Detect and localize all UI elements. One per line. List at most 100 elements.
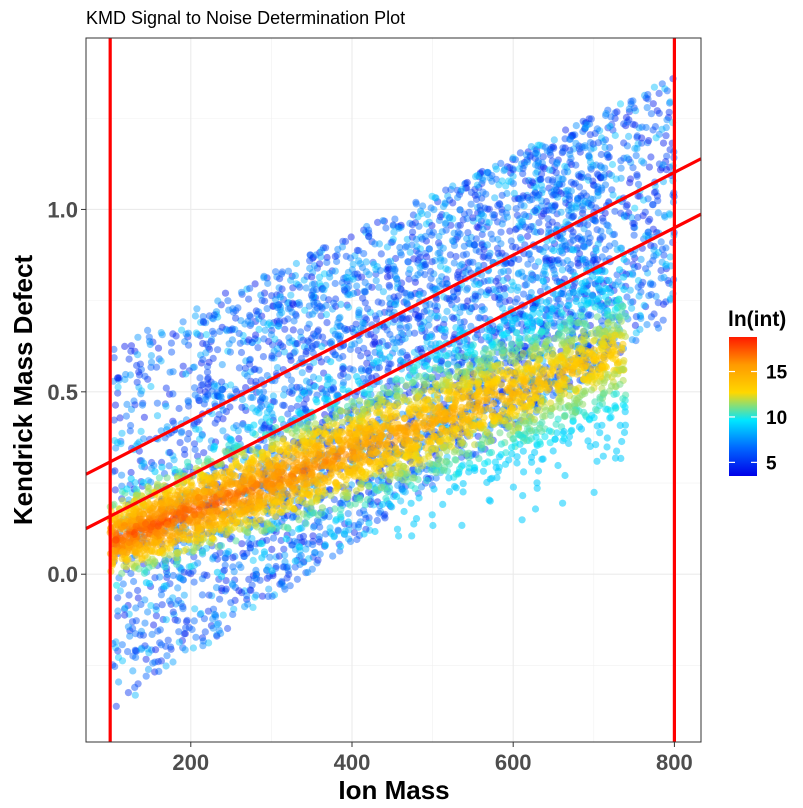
data-point [178, 326, 186, 334]
data-point [191, 445, 199, 454]
data-point [496, 252, 504, 260]
data-point [629, 271, 637, 279]
data-point [593, 256, 602, 264]
data-point [342, 326, 350, 335]
data-point [204, 362, 212, 371]
data-point [463, 184, 471, 192]
data-point [556, 290, 565, 298]
data-point [489, 211, 497, 219]
data-point [559, 290, 568, 298]
data-point [382, 342, 390, 350]
data-point [582, 258, 590, 267]
data-point [261, 289, 269, 297]
data-point [302, 545, 310, 553]
data-point [126, 427, 134, 435]
data-point [300, 538, 308, 546]
data-point [561, 471, 569, 480]
data-point [502, 209, 510, 217]
data-point [144, 665, 153, 674]
data-point [463, 178, 471, 187]
data-point [654, 324, 663, 332]
data-point [268, 545, 276, 554]
data-point [202, 349, 210, 357]
data-point [145, 649, 153, 657]
data-point [148, 630, 156, 639]
data-point [179, 644, 187, 652]
data-point [436, 213, 444, 221]
data-point [504, 267, 512, 275]
data-point [230, 568, 238, 576]
data-point [577, 173, 585, 181]
data-point [492, 165, 500, 173]
data-point [361, 319, 369, 328]
data-point [587, 163, 595, 171]
data-point [352, 320, 360, 328]
data-point [389, 222, 397, 230]
data-point [478, 179, 486, 188]
data-point [498, 205, 506, 214]
data-point [479, 225, 487, 233]
data-point [533, 479, 541, 487]
data-point [594, 185, 602, 193]
data-point [370, 333, 378, 341]
data-point [392, 298, 400, 306]
data-point [579, 206, 587, 214]
data-point [386, 300, 394, 308]
data-point [313, 517, 322, 525]
data-point [658, 125, 666, 133]
data-point [495, 296, 503, 304]
data-point [509, 180, 517, 188]
data-point [223, 327, 231, 335]
data-point [457, 187, 465, 195]
data-point [197, 359, 206, 367]
data-point [264, 279, 272, 287]
data-point [544, 215, 552, 223]
data-point [257, 540, 265, 548]
data-point [249, 393, 257, 402]
data-point [221, 382, 229, 391]
data-point [372, 265, 380, 274]
data-point [524, 232, 532, 240]
data-point [252, 566, 260, 575]
data-point [503, 189, 511, 198]
data-point [483, 223, 491, 231]
data-point [207, 378, 215, 386]
data-point [391, 272, 399, 280]
data-point [586, 158, 595, 166]
data-point [118, 641, 126, 649]
data-point [610, 230, 619, 238]
data-point [470, 241, 478, 249]
data-point [218, 587, 226, 595]
data-point [622, 202, 630, 211]
data-point [133, 361, 141, 370]
data-point [214, 619, 222, 627]
data-point [551, 201, 559, 209]
data-point [181, 646, 189, 654]
data-point [599, 233, 607, 241]
data-point [284, 567, 292, 575]
data-point [197, 609, 205, 618]
data-point [293, 300, 301, 308]
data-point [434, 249, 442, 257]
data-point [401, 488, 409, 496]
data-point [554, 295, 562, 303]
data-point [569, 246, 578, 254]
data-point [631, 144, 639, 153]
data-point [643, 104, 651, 112]
data-point [601, 209, 609, 217]
data-point [460, 263, 468, 271]
data-point [594, 139, 602, 147]
data-point [176, 574, 184, 582]
data-point [584, 221, 592, 229]
data-point [534, 258, 543, 266]
data-point [626, 175, 635, 183]
data-point [475, 248, 483, 256]
data-point [192, 633, 200, 641]
data-point [270, 347, 278, 355]
data-point [270, 319, 278, 327]
data-point [205, 639, 213, 647]
data-point [611, 239, 619, 248]
data-point [247, 586, 255, 595]
data-point [121, 604, 129, 612]
data-point [315, 533, 323, 541]
